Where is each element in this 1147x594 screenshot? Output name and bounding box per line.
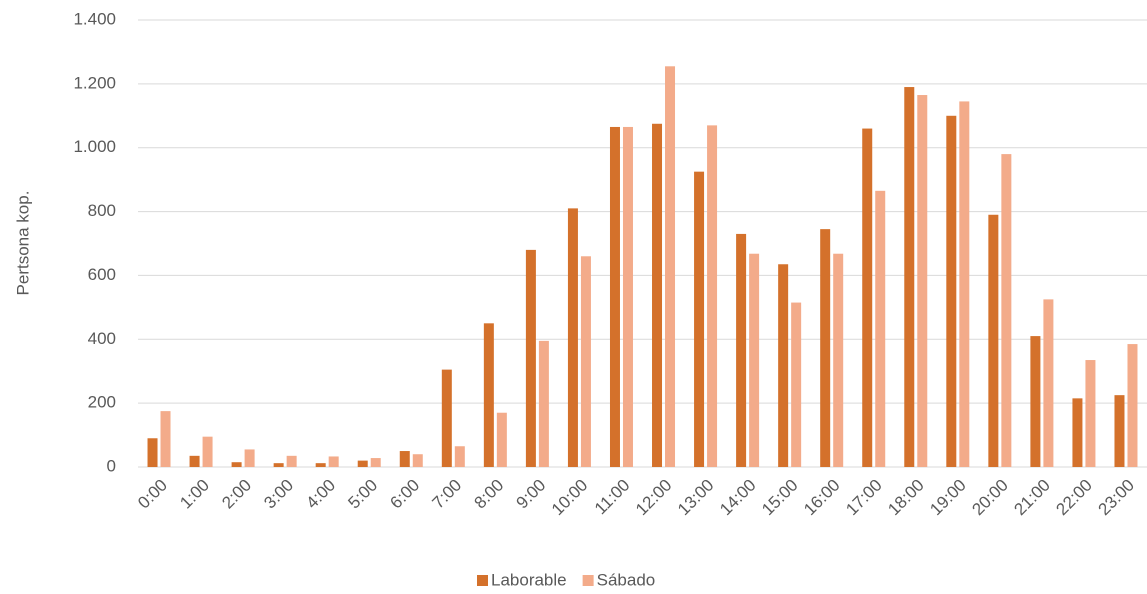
bar xyxy=(441,369,452,467)
x-tick-label: 22:00 xyxy=(1052,476,1096,520)
bar xyxy=(202,436,213,467)
bar xyxy=(652,123,663,468)
bar xyxy=(328,456,339,467)
x-tick-label: 19:00 xyxy=(926,476,970,520)
x-tick-label: 2:00 xyxy=(218,476,255,513)
x-tick-label: 16:00 xyxy=(800,476,844,520)
bar xyxy=(1001,154,1012,467)
legend-swatch xyxy=(582,575,594,586)
x-tick-label: 4:00 xyxy=(302,476,339,513)
x-tick-label: 21:00 xyxy=(1010,476,1054,520)
bar xyxy=(580,256,591,467)
bar xyxy=(833,253,844,467)
x-tick-label: 8:00 xyxy=(471,476,508,513)
bar xyxy=(525,249,536,467)
bar xyxy=(273,463,284,467)
x-tick-label: 13:00 xyxy=(674,476,718,520)
bar xyxy=(622,126,633,467)
bar xyxy=(315,463,326,467)
bar xyxy=(1127,344,1138,467)
y-tick-label: 0 xyxy=(107,456,116,475)
bar xyxy=(399,451,410,467)
bar xyxy=(862,128,873,468)
legend-label: Sábado xyxy=(597,570,656,589)
bar xyxy=(917,95,928,468)
x-tick-label: 14:00 xyxy=(716,476,760,520)
x-tick-label: 20:00 xyxy=(968,476,1012,520)
bar xyxy=(244,449,255,467)
bar xyxy=(286,455,297,467)
x-tick-label: 9:00 xyxy=(513,476,550,513)
x-tick-label: 12:00 xyxy=(632,476,676,520)
bar xyxy=(749,253,760,467)
x-tick-label: 1:00 xyxy=(176,476,213,513)
bar xyxy=(567,208,578,467)
y-tick-label: 800 xyxy=(88,201,116,220)
x-tick-label: 3:00 xyxy=(260,476,297,513)
bar xyxy=(904,87,915,468)
bar xyxy=(609,126,620,467)
bar xyxy=(370,458,381,467)
y-axis-title: Pertsona kop. xyxy=(13,191,32,296)
x-tick-label: 6:00 xyxy=(386,476,423,513)
bar xyxy=(946,115,957,468)
x-tick-label: 10:00 xyxy=(548,476,592,520)
x-tick-label: 0:00 xyxy=(134,476,171,513)
bar xyxy=(820,229,831,467)
bar xyxy=(412,454,423,467)
bar xyxy=(147,438,158,467)
bar xyxy=(1030,336,1041,467)
bar xyxy=(875,190,886,467)
x-tick-label: 5:00 xyxy=(344,476,381,513)
y-tick-label: 400 xyxy=(88,329,116,348)
bar xyxy=(959,101,970,468)
bar xyxy=(496,412,507,467)
bar xyxy=(538,340,549,467)
y-tick-label: 1.400 xyxy=(73,9,116,28)
y-tick-label: 1.200 xyxy=(73,73,116,92)
bar xyxy=(707,125,718,467)
bar xyxy=(1072,398,1083,467)
bar xyxy=(1043,299,1054,467)
x-tick-label: 11:00 xyxy=(591,476,634,519)
bar xyxy=(778,264,789,467)
bar xyxy=(665,66,676,468)
bar xyxy=(454,446,465,467)
bar xyxy=(694,171,705,468)
y-tick-label: 200 xyxy=(88,393,116,412)
y-tick-label: 1.000 xyxy=(73,137,116,156)
bar xyxy=(160,411,171,467)
x-tick-label: 18:00 xyxy=(884,476,928,520)
x-tick-label: 7:00 xyxy=(428,476,465,513)
x-tick-label: 15:00 xyxy=(758,476,802,520)
bar xyxy=(791,302,802,467)
bar xyxy=(231,462,242,467)
legend-swatch xyxy=(477,575,488,586)
x-tick-label: 17:00 xyxy=(842,476,886,520)
x-tick-label: 23:00 xyxy=(1094,476,1138,520)
bar xyxy=(988,214,999,467)
bar xyxy=(1114,395,1125,467)
bar xyxy=(189,455,200,467)
bar xyxy=(483,323,494,467)
legend-label: Laborable xyxy=(491,570,567,589)
bar xyxy=(1085,360,1096,467)
bar xyxy=(736,233,747,467)
bar xyxy=(357,460,368,467)
y-tick-label: 600 xyxy=(88,265,116,284)
